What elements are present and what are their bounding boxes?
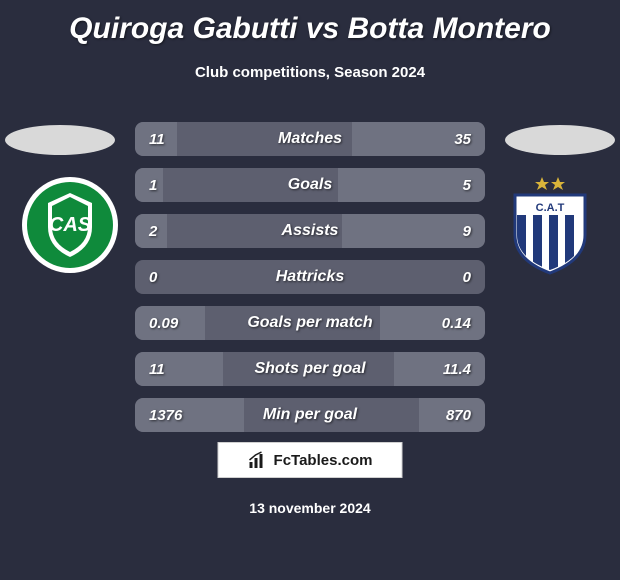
page-title: Quiroga Gabutti vs Botta Montero: [0, 0, 620, 46]
stat-value-right: 11.4: [443, 361, 471, 378]
player-shadow-right: [505, 125, 615, 155]
stat-row: 1376Min per goal870: [135, 398, 485, 432]
stat-row: 1Goals5: [135, 168, 485, 202]
brand-badge: FcTables.com: [218, 442, 403, 478]
svg-text:C.A.T: C.A.T: [536, 202, 565, 214]
stat-value-right: 0: [463, 269, 471, 286]
subtitle: Club competitions, Season 2024: [0, 64, 620, 81]
stat-value-right: 870: [446, 407, 471, 424]
stat-label: Goals: [135, 176, 485, 194]
stat-value-right: 35: [454, 131, 471, 148]
stat-label: Hattricks: [135, 268, 485, 286]
player-shadow-left: [5, 125, 115, 155]
stat-value-right: 5: [463, 177, 471, 194]
stat-row: 2Assists9: [135, 214, 485, 248]
shield-icon: C.A.T: [500, 175, 600, 275]
stat-value-right: 0.14: [442, 315, 471, 332]
stats-panel: 11Matches35 1Goals5 2Assists9 0Hattricks0 0.…: [135, 122, 485, 444]
date-label: 13 november 2024: [0, 500, 620, 516]
team-logo-left: CAS: [20, 175, 120, 275]
stat-label: Matches: [135, 130, 485, 148]
team-logo-right: C.A.T: [500, 175, 600, 275]
svg-text:CAS: CAS: [49, 214, 92, 236]
stat-label: Assists: [135, 222, 485, 240]
stat-row: 11Matches35: [135, 122, 485, 156]
shield-icon: CAS: [20, 175, 120, 275]
stat-label: Min per goal: [135, 406, 485, 424]
brand-text: FcTables.com: [274, 452, 373, 469]
stat-label: Shots per goal: [135, 360, 485, 378]
stat-value-right: 9: [463, 223, 471, 240]
stat-row: 0.09Goals per match0.14: [135, 306, 485, 340]
stat-row: 11Shots per goal11.4: [135, 352, 485, 386]
stat-row: 0Hattricks0: [135, 260, 485, 294]
chart-icon: [248, 450, 268, 470]
comparison-card: Quiroga Gabutti vs Botta Montero Club co…: [0, 0, 620, 580]
stat-label: Goals per match: [135, 314, 485, 332]
